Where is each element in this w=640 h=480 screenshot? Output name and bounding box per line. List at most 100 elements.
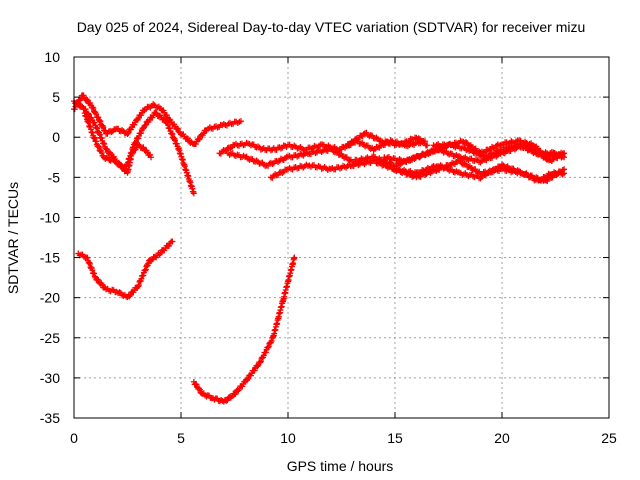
data-point xyxy=(98,149,105,156)
data-point xyxy=(84,96,91,103)
y-tick-label: -15 xyxy=(40,250,60,266)
data-point xyxy=(127,292,134,299)
x-tick-label: 20 xyxy=(494,430,510,446)
data-point xyxy=(169,238,176,245)
data-point xyxy=(95,144,102,151)
x-tick-label: 25 xyxy=(601,430,617,446)
data-point xyxy=(153,110,160,117)
data-point xyxy=(268,337,275,344)
data-point xyxy=(82,106,89,113)
data-point xyxy=(116,289,123,296)
data-point xyxy=(237,118,244,125)
data-point xyxy=(71,106,78,113)
data-point xyxy=(104,146,111,153)
data-point xyxy=(174,125,181,132)
y-tick-label: -35 xyxy=(40,410,60,426)
data-point xyxy=(341,154,348,161)
data-series xyxy=(71,92,568,405)
data-point xyxy=(203,393,210,400)
data-point xyxy=(152,109,159,116)
y-tick-label: 0 xyxy=(52,129,60,145)
data-point xyxy=(469,167,476,174)
data-point xyxy=(89,104,96,111)
data-point xyxy=(95,276,102,283)
x-tick-label: 15 xyxy=(387,430,403,446)
data-point xyxy=(190,190,197,197)
y-tick-label: 5 xyxy=(52,89,60,105)
data-point xyxy=(142,121,149,128)
axis-ticks: 0 5 10 15 20 25 10 5 0 -5 -10 -15 -20 -25 -30 -35 xyxy=(40,49,617,446)
data-point xyxy=(537,177,544,184)
series-track-l xyxy=(430,141,568,161)
data-point xyxy=(141,122,148,129)
data-point xyxy=(196,386,203,393)
data-point xyxy=(254,363,261,370)
data-point xyxy=(140,144,147,151)
data-point xyxy=(236,386,243,393)
y-axis-label: SDTVAR / TECUs xyxy=(5,182,21,294)
data-point xyxy=(100,124,107,131)
data-point xyxy=(93,138,100,145)
data-point xyxy=(193,381,200,388)
data-point xyxy=(196,135,203,142)
data-point xyxy=(561,154,568,161)
y-tick-label: -10 xyxy=(40,209,60,225)
data-point xyxy=(416,136,423,143)
x-axis-label: GPS time / hours xyxy=(287,458,394,474)
data-point xyxy=(106,149,113,156)
data-point xyxy=(124,130,131,137)
chart-title: Day 025 of 2024, Sidereal Day-to-day VTE… xyxy=(77,19,586,35)
data-point xyxy=(107,151,114,158)
data-point xyxy=(97,118,104,125)
data-point xyxy=(211,396,218,403)
data-point xyxy=(94,276,101,283)
data-point xyxy=(200,130,207,137)
data-point xyxy=(91,119,98,126)
series-track-e xyxy=(190,254,298,405)
data-point xyxy=(465,163,472,170)
data-point xyxy=(257,359,264,366)
y-tick-label: -5 xyxy=(48,169,61,185)
data-point xyxy=(192,140,199,147)
series-track-j xyxy=(392,157,568,184)
data-point xyxy=(561,170,568,177)
series-track-c xyxy=(81,109,197,197)
data-point xyxy=(251,367,258,374)
x-tick-label: 10 xyxy=(280,430,296,446)
y-tick-label: -30 xyxy=(40,370,60,386)
data-point xyxy=(424,142,431,149)
data-point xyxy=(351,138,358,145)
data-point xyxy=(232,390,239,397)
data-point xyxy=(157,250,164,257)
data-point xyxy=(102,155,109,162)
data-point xyxy=(161,116,168,123)
data-point xyxy=(125,129,132,136)
data-point xyxy=(461,160,468,167)
data-point xyxy=(90,105,97,112)
plot-frame xyxy=(73,56,610,419)
data-point xyxy=(195,385,202,392)
data-point xyxy=(262,349,269,356)
data-point xyxy=(78,102,85,109)
data-point xyxy=(108,129,115,136)
data-point xyxy=(83,96,90,103)
data-point xyxy=(80,92,87,99)
y-tick-label: 10 xyxy=(44,49,60,65)
series-track-k xyxy=(344,129,431,149)
data-point xyxy=(415,135,422,142)
data-point xyxy=(93,110,100,117)
x-tick-label: 5 xyxy=(177,430,185,446)
data-point xyxy=(464,139,471,146)
data-point xyxy=(245,375,252,382)
data-point xyxy=(133,138,140,145)
data-point xyxy=(131,121,138,128)
data-point xyxy=(265,343,272,350)
data-point xyxy=(291,254,298,261)
data-point xyxy=(474,169,481,176)
y-tick-label: -25 xyxy=(40,330,60,346)
data-point xyxy=(260,352,267,359)
data-point xyxy=(119,127,126,134)
x-tick-label: 0 xyxy=(70,430,78,446)
